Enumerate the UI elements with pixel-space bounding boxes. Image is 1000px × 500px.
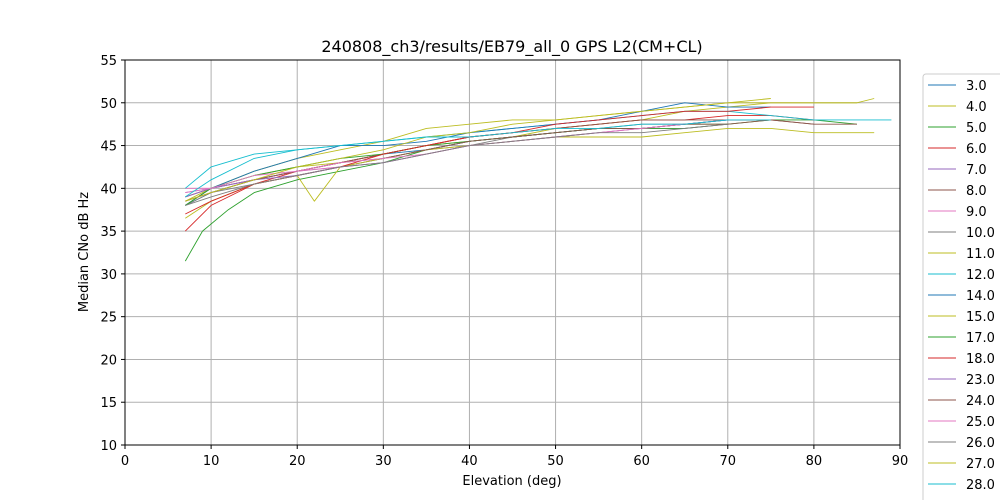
y-tick-label: 15 [100, 396, 117, 411]
legend-label: 28.0 [966, 478, 995, 493]
x-tick-label: 70 [720, 454, 737, 469]
legend-label: 7.0 [966, 163, 987, 178]
legend-label: 17.0 [966, 331, 995, 346]
legend: 3.0 4.0 5.0 6.0 7.0 8.0 9.0 10.0 11.0 12.0 14.0 15.… [922, 73, 1000, 500]
y-tick-label: 35 [100, 225, 117, 240]
legend-label: 14.0 [966, 289, 995, 304]
series-line [185, 98, 771, 202]
legend-label: 12.0 [966, 268, 995, 283]
x-tick-label: 60 [633, 454, 650, 469]
y-tick-label: 40 [100, 182, 117, 197]
legend-label: 5.0 [966, 121, 987, 136]
series-line [185, 123, 728, 206]
legend-label: 15.0 [966, 310, 995, 325]
series-group [184, 98, 892, 262]
legend-label: 23.0 [966, 373, 995, 388]
y-tick-label: 10 [100, 439, 117, 454]
y-tick-label: 25 [100, 311, 117, 326]
plot-frame [124, 59, 901, 446]
legend-label: 4.0 [966, 100, 987, 115]
y-tick-label: 20 [100, 353, 117, 368]
x-tick-label: 50 [547, 454, 564, 469]
y-axis-label: Median CNo dB Hz [77, 192, 92, 312]
legend-label: 8.0 [966, 184, 987, 199]
legend-label: 6.0 [966, 142, 987, 157]
legend-label: 18.0 [966, 352, 995, 367]
y-axis: 10 15 20 25 30 35 40 45 50 55 [100, 54, 125, 454]
legend-label: 10.0 [966, 226, 995, 241]
x-tick-label: 10 [203, 454, 220, 469]
legend-label: 25.0 [966, 415, 995, 430]
x-tick-label: 20 [289, 454, 306, 469]
legend-label: 26.0 [966, 436, 995, 451]
y-tick-label: 50 [100, 97, 117, 112]
y-tick-label: 45 [100, 140, 117, 155]
x-tick-label: 90 [892, 454, 909, 469]
legend-frame [922, 73, 1000, 500]
y-tick-label: 55 [100, 54, 117, 69]
x-tick-label: 80 [806, 454, 823, 469]
legend-label: 9.0 [966, 205, 987, 220]
chart-title: 240808_ch3/results/EB79_all_0 GPS L2(CM+… [321, 37, 702, 57]
legend-label: 24.0 [966, 394, 995, 409]
x-axis: 0 10 20 30 40 50 60 70 80 90 [121, 445, 908, 469]
x-tick-label: 0 [121, 454, 129, 469]
x-axis-label: Elevation (deg) [462, 474, 561, 489]
series-line [185, 119, 771, 198]
series-line [185, 119, 814, 202]
x-tick-label: 40 [461, 454, 478, 469]
x-tick-label: 30 [375, 454, 392, 469]
legend-label: 27.0 [966, 457, 995, 472]
legend-label: 3.0 [966, 79, 987, 94]
legend-label: 11.0 [966, 247, 995, 262]
y-tick-label: 30 [100, 268, 117, 283]
